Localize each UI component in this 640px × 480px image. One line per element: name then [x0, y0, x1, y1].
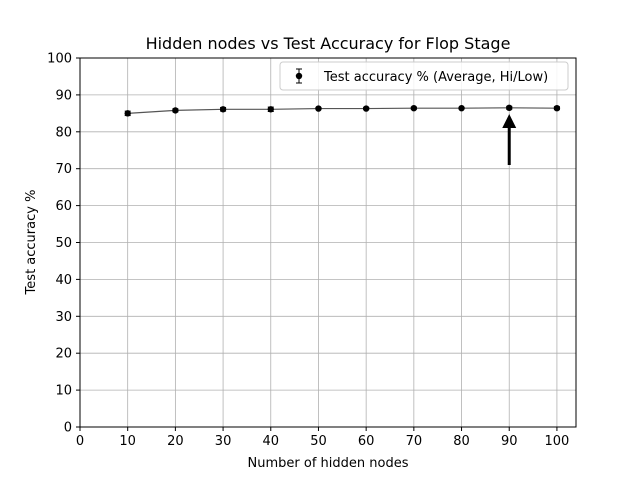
y-tick-label: 20: [55, 347, 72, 362]
x-tick-label: 10: [119, 434, 136, 449]
x-axis-label: Number of hidden nodes: [248, 456, 409, 471]
data-point: [124, 110, 131, 117]
y-tick-label: 0: [64, 421, 72, 436]
legend-marker-icon: [295, 68, 303, 84]
y-tick-label: 80: [55, 125, 72, 140]
grid: [79, 57, 576, 428]
data-point: [506, 104, 513, 112]
legend-point: [295, 72, 303, 80]
series-line: [127, 107, 557, 114]
x-tick-label: 20: [167, 434, 184, 449]
x-tick-label: 0: [76, 434, 84, 449]
y-tick-label: 60: [55, 199, 72, 214]
y-tick-label: 10: [55, 384, 72, 399]
y-tick-label: 100: [47, 52, 72, 67]
chart-title: Hidden nodes vs Test Accuracy for Flop S…: [146, 34, 511, 53]
data-point: [267, 106, 274, 113]
legend: Test accuracy % (Average, Hi/Low): [279, 61, 569, 91]
y-axis-label: Test accuracy %: [24, 190, 39, 296]
data-point: [362, 105, 370, 112]
x-tick-label: 80: [453, 434, 470, 449]
data-series: [124, 104, 561, 117]
data-point: [458, 104, 465, 112]
x-tick-label: 40: [262, 434, 279, 449]
x-tick-label: 60: [358, 434, 375, 449]
legend-box: [279, 61, 569, 91]
x-tick-label: 100: [545, 434, 570, 449]
y-tick-label: 70: [55, 162, 72, 177]
y-tick-label: 30: [55, 310, 72, 325]
legend-entry: Test accuracy % (Average, Hi/Low): [323, 70, 548, 85]
x-tick-label: 90: [501, 434, 518, 449]
y-tick-label: 40: [55, 273, 72, 288]
data-point: [172, 107, 179, 114]
y-tick-label: 50: [55, 236, 72, 251]
data-point: [410, 104, 418, 112]
data-point: [315, 105, 322, 112]
axes: 0 10 20 30 40 50 60 70 80 90 100 0 10 20 30 40 50 60 70 80 9…: [47, 52, 577, 449]
x-tick-label: 50: [310, 434, 327, 449]
annotation-arrowhead: [502, 114, 517, 129]
x-tick-label: 30: [215, 434, 232, 449]
data-point: [219, 106, 227, 113]
annotations: [502, 114, 517, 166]
y-tick-label: 90: [55, 88, 72, 103]
data-point: [553, 104, 561, 112]
x-tick-label: 70: [406, 434, 423, 449]
